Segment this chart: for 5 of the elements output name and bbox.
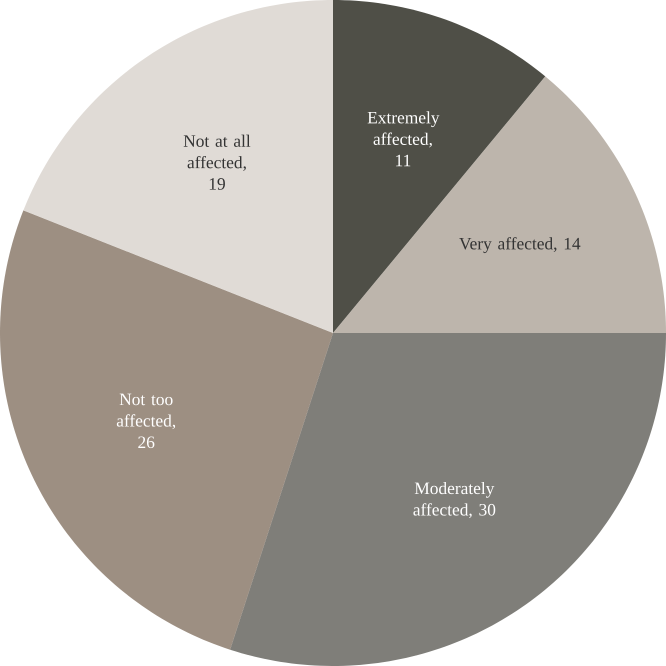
slice-label: Very affected, 14 [459, 237, 580, 254]
slice-label: Not at all affected, 19 [184, 134, 250, 190]
slice-label: Moderately affected, 30 [413, 482, 496, 518]
slice-label: Not too affected, 26 [116, 394, 176, 448]
slice-label: Extremely affected, 11 [368, 111, 440, 166]
